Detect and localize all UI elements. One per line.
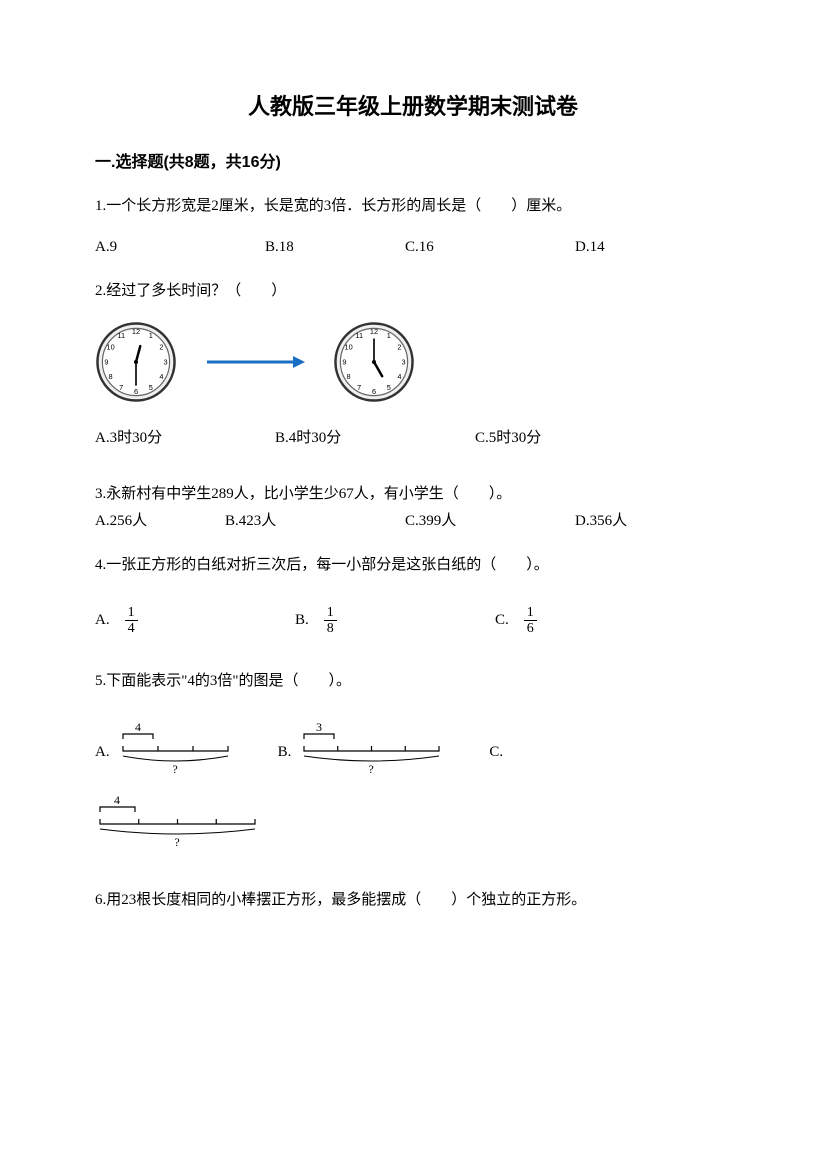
fraction-c: 1 6 [524, 605, 537, 637]
bar-diagram-b-icon: 3 ? [299, 721, 449, 776]
q1-opt-c: C.16 [405, 236, 575, 259]
svg-text:11: 11 [117, 331, 125, 340]
svg-text:4: 4 [159, 372, 163, 381]
q5-opt-a: A. 4 ? [95, 721, 238, 776]
q3-opt-a: A.256人 [95, 510, 225, 533]
svg-text:5: 5 [149, 382, 153, 391]
svg-text:8: 8 [347, 372, 351, 381]
svg-text:2: 2 [159, 342, 163, 351]
question-3: 3.永新村有中学生289人，比小学生少67人，有小学生（ ）。 A.256人 B… [95, 483, 731, 532]
svg-text:9: 9 [342, 357, 346, 366]
q6-text: 6.用23根长度相同的小棒摆正方形，最多能摆成（ ）个独立的正方形。 [95, 889, 731, 912]
q1-opt-a: A.9 [95, 236, 265, 259]
svg-text:3: 3 [316, 721, 322, 734]
q1-opt-d: D.14 [575, 236, 695, 259]
q2-opt-c: C.5时30分 [475, 427, 655, 450]
svg-text:3: 3 [401, 357, 405, 366]
svg-text:5: 5 [387, 382, 391, 391]
svg-text:10: 10 [344, 342, 352, 351]
svg-text:2: 2 [397, 342, 401, 351]
q3-opt-d: D.356人 [575, 510, 675, 533]
svg-text:6: 6 [134, 386, 138, 395]
q5-options-row2: 4 ? [95, 794, 731, 849]
q1-opt-b: B.18 [265, 236, 405, 259]
svg-text:12: 12 [370, 327, 378, 336]
svg-text:4: 4 [114, 794, 120, 807]
svg-text:?: ? [369, 762, 374, 776]
q2-options: A.3时30分 B.4时30分 C.5时30分 [95, 427, 731, 450]
bar-diagram-c-icon: 4 ? [95, 794, 265, 849]
q5-text: 5.下面能表示"4的3倍"的图是（ ）。 [95, 670, 731, 693]
page-title: 人教版三年级上册数学期末测试卷 [95, 90, 731, 123]
q4-options: A. 1 4 B. 1 8 C. 1 6 [95, 605, 731, 637]
q3-text: 3.永新村有中学生289人，比小学生少67人，有小学生（ ）。 [95, 483, 731, 506]
section-header: 一.选择题(共8题，共16分) [95, 151, 731, 175]
arrow-icon [205, 352, 305, 372]
svg-text:11: 11 [355, 331, 363, 340]
q5-opt-c: C. [489, 741, 511, 776]
q2-clocks: 12 1 2 3 4 5 6 7 8 9 10 11 [95, 321, 731, 403]
svg-text:8: 8 [109, 372, 113, 381]
bar-diagram-a-icon: 4 ? [118, 721, 238, 776]
q4-opt-b: B. 1 8 [295, 605, 495, 637]
q2-opt-b: B.4时30分 [275, 427, 475, 450]
question-5: 5.下面能表示"4的3倍"的图是（ ）。 A. 4 ? B. 3 ? C [95, 670, 731, 849]
fraction-a: 1 4 [125, 605, 138, 637]
question-6: 6.用23根长度相同的小棒摆正方形，最多能摆成（ ）个独立的正方形。 [95, 889, 731, 912]
q3-options: A.256人 B.423人 C.399人 D.356人 [95, 510, 731, 533]
q4-opt-c: C. 1 6 [495, 605, 645, 637]
question-2: 2.经过了多长时间？（ ） 12 1 2 3 4 5 6 7 8 9 10 11 [95, 280, 731, 449]
svg-text:3: 3 [163, 357, 167, 366]
svg-text:?: ? [174, 835, 179, 849]
svg-text:4: 4 [135, 721, 141, 734]
fraction-b: 1 8 [324, 605, 337, 637]
svg-text:1: 1 [149, 331, 153, 340]
q3-opt-b: B.423人 [225, 510, 405, 533]
svg-text:7: 7 [357, 382, 361, 391]
q1-text: 1.一个长方形宽是2厘米，长是宽的3倍．长方形的周长是（ ）厘米。 [95, 195, 731, 218]
q1-options: A.9 B.18 C.16 D.14 [95, 236, 731, 259]
svg-text:9: 9 [104, 357, 108, 366]
q5-options-row1: A. 4 ? B. 3 ? C. [95, 721, 731, 776]
question-4: 4.一张正方形的白纸对折三次后，每一小部分是这张白纸的（ ）。 A. 1 4 B… [95, 554, 731, 636]
q3-opt-c: C.399人 [405, 510, 575, 533]
clock-1-icon: 12 1 2 3 4 5 6 7 8 9 10 11 [95, 321, 177, 403]
q5-opt-b: B. 3 ? [278, 721, 450, 776]
clock-2-icon: 12 1 2 3 4 5 6 7 8 9 10 11 [333, 321, 415, 403]
svg-text:1: 1 [387, 331, 391, 340]
question-1: 1.一个长方形宽是2厘米，长是宽的3倍．长方形的周长是（ ）厘米。 A.9 B.… [95, 195, 731, 258]
q2-opt-a: A.3时30分 [95, 427, 275, 450]
svg-text:?: ? [172, 762, 177, 776]
svg-text:7: 7 [119, 382, 123, 391]
svg-text:12: 12 [132, 327, 140, 336]
svg-text:6: 6 [372, 386, 376, 395]
q2-text: 2.经过了多长时间？（ ） [95, 280, 731, 303]
svg-text:4: 4 [397, 372, 401, 381]
svg-text:10: 10 [106, 342, 114, 351]
q4-text: 4.一张正方形的白纸对折三次后，每一小部分是这张白纸的（ ）。 [95, 554, 731, 577]
q4-opt-a: A. 1 4 [95, 605, 295, 637]
